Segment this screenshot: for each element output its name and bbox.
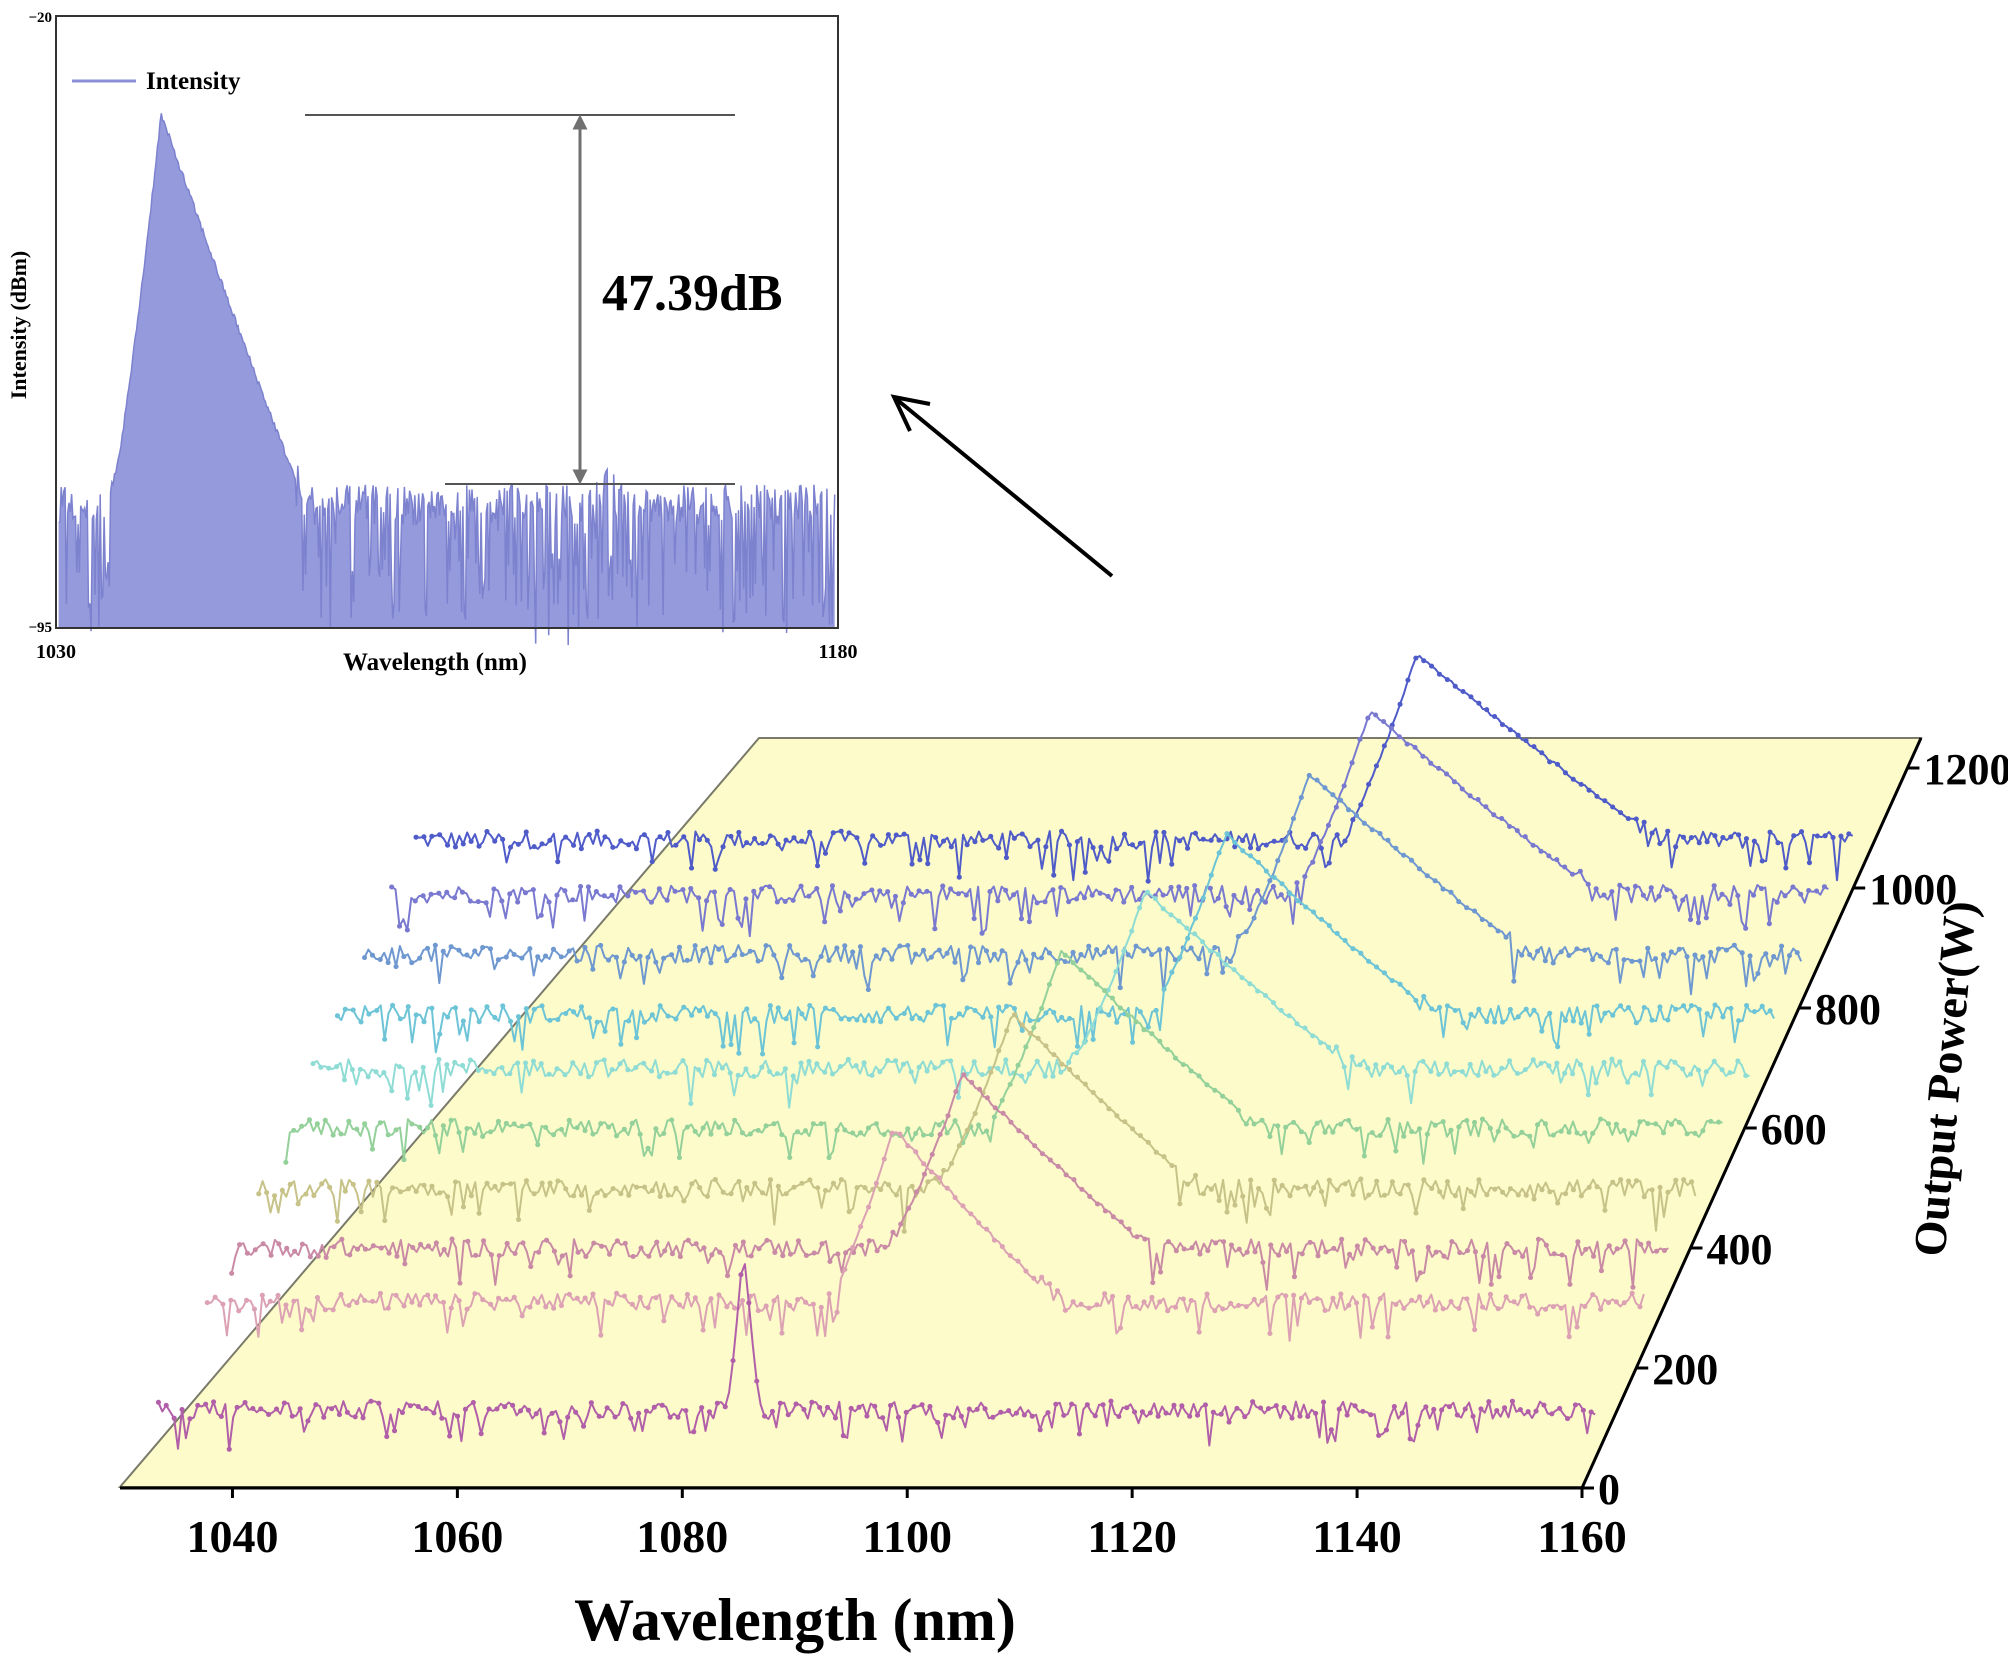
inset-spectrum-line <box>58 113 836 646</box>
pointer-arrow <box>893 396 1114 578</box>
spectrum-markers-570w <box>283 952 1722 1165</box>
x-tick-label: 1040 <box>186 1511 278 1562</box>
inset-x-tick-right: 1180 <box>819 641 858 663</box>
power-tick-label: 200 <box>1652 1345 1718 1394</box>
inset-x-axis-label: Wavelength (nm) <box>343 649 527 676</box>
spectrum-markers-280w <box>204 1130 1643 1340</box>
inset-x-tick-left: 1030 <box>36 641 76 663</box>
spectrum-markers-960w <box>389 712 1827 936</box>
x-axis-label: Wavelength (nm) <box>574 1587 1016 1653</box>
power-tick-group: 0 200 400 600 800 1000 1200 <box>1582 745 2008 1514</box>
pointer-arrow-head <box>890 394 931 432</box>
power-tick-label: 0 <box>1598 1465 1620 1514</box>
spectrum-markers-760w <box>334 831 1773 1057</box>
spectrum-series-group <box>155 655 1854 1452</box>
spectrum-markers-860w <box>362 772 1800 993</box>
power-tick-label: 400 <box>1706 1225 1772 1274</box>
inset-y-tick-bottom: −95 <box>28 620 52 636</box>
x-tick-group: 1040 1060 1080 1100 1120 1140 1160 <box>186 1488 1627 1562</box>
x-tick-label: 1080 <box>636 1511 728 1562</box>
inset-frame-outline <box>55 15 839 629</box>
inset-legend-label: Intensity <box>146 68 241 95</box>
spectrum-markers-670w <box>310 889 1749 1108</box>
power-tick-label: 1200 <box>1923 745 2008 794</box>
power-tick-label: 600 <box>1761 1105 1827 1154</box>
x-tick-label: 1060 <box>411 1511 503 1562</box>
spectrum-markers-370w <box>229 1072 1667 1290</box>
power-tick-label: 800 <box>1815 985 1881 1034</box>
waterfall-chart: 1040 1060 1080 1100 1120 1140 1160 0 200 400 600 8… <box>117 655 2008 1653</box>
inset-series-group <box>58 113 836 646</box>
power-axis-label: Output Power(W) <box>1904 899 1986 1259</box>
dynamic-range-label: 47.39dB <box>602 265 783 322</box>
x-tick-label: 1160 <box>1537 1511 1626 1562</box>
x-tick-label: 1140 <box>1312 1511 1401 1562</box>
power-tick-label: 1000 <box>1869 865 1957 914</box>
inset-y-axis-label: Intensity (dBm) <box>6 251 31 400</box>
x-tick-label: 1120 <box>1087 1511 1176 1562</box>
spectrum-markers-100w <box>155 1272 1594 1452</box>
power-axis-line <box>1580 737 1923 1489</box>
chart-floor <box>117 737 1923 1488</box>
x-tick-label: 1100 <box>862 1511 951 1562</box>
inset-y-tick-top: −20 <box>28 10 52 26</box>
spectrum-line-960w <box>391 711 1829 938</box>
spectrum-markers-1050w <box>413 655 1852 884</box>
inset-chart: Intensity 47.39dB −20 −95 1030 1180 Wave… <box>6 10 857 676</box>
spectrum-markers-470w <box>256 1012 1695 1234</box>
